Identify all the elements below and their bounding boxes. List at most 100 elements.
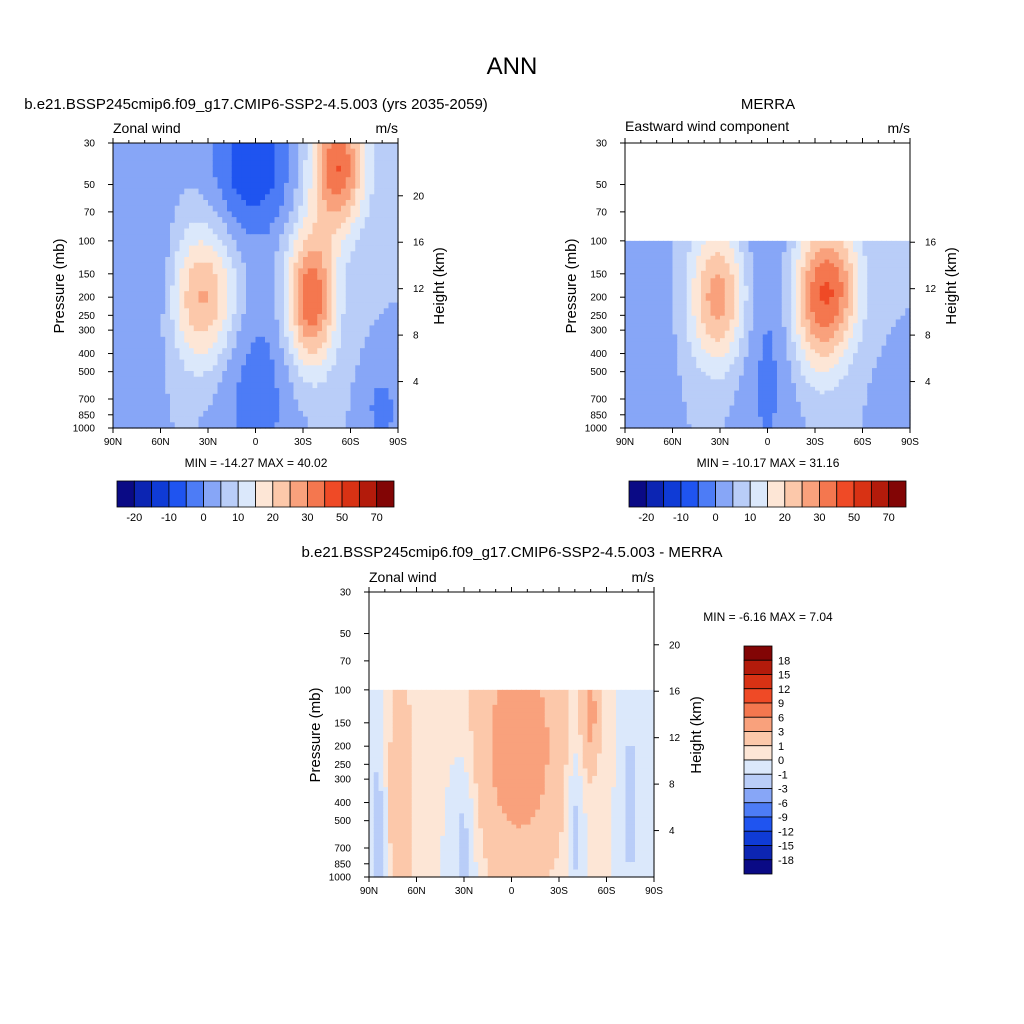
field-cell <box>155 410 162 418</box>
field-cell <box>379 143 385 150</box>
field-cell <box>303 416 309 423</box>
field-cell <box>360 177 366 184</box>
field-cell <box>265 371 271 378</box>
field-cell <box>312 228 318 235</box>
field-cell <box>734 345 740 350</box>
field-cell <box>236 336 242 344</box>
field-cell <box>288 222 295 230</box>
field-cell <box>682 379 688 384</box>
field-cell <box>265 188 271 195</box>
field-cell <box>155 348 162 355</box>
field-cell <box>170 211 176 218</box>
field-cell <box>122 177 128 184</box>
field-cell <box>724 267 731 272</box>
field-cell <box>786 364 792 369</box>
field-cell <box>686 308 693 313</box>
field-cell <box>767 420 773 425</box>
field-cell <box>374 154 380 161</box>
panel-merra-left-label: Eastward wind component <box>625 118 789 134</box>
field-cell <box>317 222 323 230</box>
field-cell <box>174 410 181 418</box>
field-cell <box>151 399 157 406</box>
field-cell <box>758 248 764 253</box>
field-cell <box>345 308 352 315</box>
field-cell <box>691 371 697 377</box>
field-cell <box>165 205 171 212</box>
field-cell <box>350 143 356 150</box>
field-cell <box>658 334 664 339</box>
field-cell <box>634 270 640 276</box>
field-cell <box>791 405 797 410</box>
y-tick-label: 500 <box>78 367 95 378</box>
field-cell <box>132 353 138 361</box>
field-cell <box>212 376 219 383</box>
field-cell <box>772 349 778 354</box>
field-cell <box>236 410 242 418</box>
field-cell <box>772 360 778 365</box>
field-cell <box>388 160 394 167</box>
field-cell <box>269 405 276 412</box>
field-cell <box>360 336 366 344</box>
field-cell <box>113 274 119 281</box>
field-cell <box>639 285 645 291</box>
field-cell <box>724 304 731 309</box>
field-cell <box>212 314 219 321</box>
field-cell <box>284 410 290 418</box>
field-cell <box>341 319 347 326</box>
field-cell <box>663 390 669 395</box>
field-cell <box>715 413 721 418</box>
field-cell <box>336 399 342 406</box>
field-cell <box>274 205 280 212</box>
field-cell <box>762 330 769 336</box>
field-cell <box>122 331 128 338</box>
field-cell <box>298 331 304 338</box>
field-cell <box>663 270 669 276</box>
field-cell <box>336 245 342 252</box>
colorbar-box <box>133 480 153 508</box>
field-cell <box>644 308 650 313</box>
field-cell <box>193 319 200 326</box>
field-cell <box>663 263 669 268</box>
field-cell <box>203 399 209 406</box>
field-cell <box>369 285 375 292</box>
field-cell <box>127 205 133 212</box>
field-cell <box>639 341 645 347</box>
field-cell <box>255 274 261 281</box>
field-cell <box>236 331 242 338</box>
field-cell <box>786 330 792 336</box>
field-cell <box>326 245 333 252</box>
field-cell <box>791 274 797 279</box>
field-cell <box>360 262 366 269</box>
field-cell <box>639 360 645 365</box>
field-cell <box>260 291 266 298</box>
field-cell <box>625 311 631 317</box>
field-cell <box>800 297 807 302</box>
field-cell <box>217 405 223 412</box>
field-cell <box>364 171 371 178</box>
field-cell <box>682 375 688 380</box>
field-cell <box>777 293 783 298</box>
field-cell <box>132 182 138 190</box>
field-cell <box>331 160 337 167</box>
field-cell <box>393 171 399 178</box>
field-cell <box>644 255 650 261</box>
field-cell <box>360 302 366 309</box>
field-cell <box>174 371 181 378</box>
field-cell <box>648 315 655 321</box>
field-cell <box>141 205 147 212</box>
field-cell <box>312 376 318 383</box>
field-cell <box>241 165 247 173</box>
field-cell <box>260 410 266 418</box>
field-cell <box>682 282 688 287</box>
field-cell <box>288 359 295 366</box>
field-cell <box>113 342 119 349</box>
field-cell <box>217 376 223 383</box>
field-cell <box>165 365 171 372</box>
field-cell <box>677 338 683 343</box>
field-cell <box>336 274 342 281</box>
field-cell <box>189 285 195 292</box>
field-cell <box>155 365 162 372</box>
field-cell <box>198 416 204 423</box>
field-cell <box>227 143 233 150</box>
field-cell <box>174 302 181 309</box>
